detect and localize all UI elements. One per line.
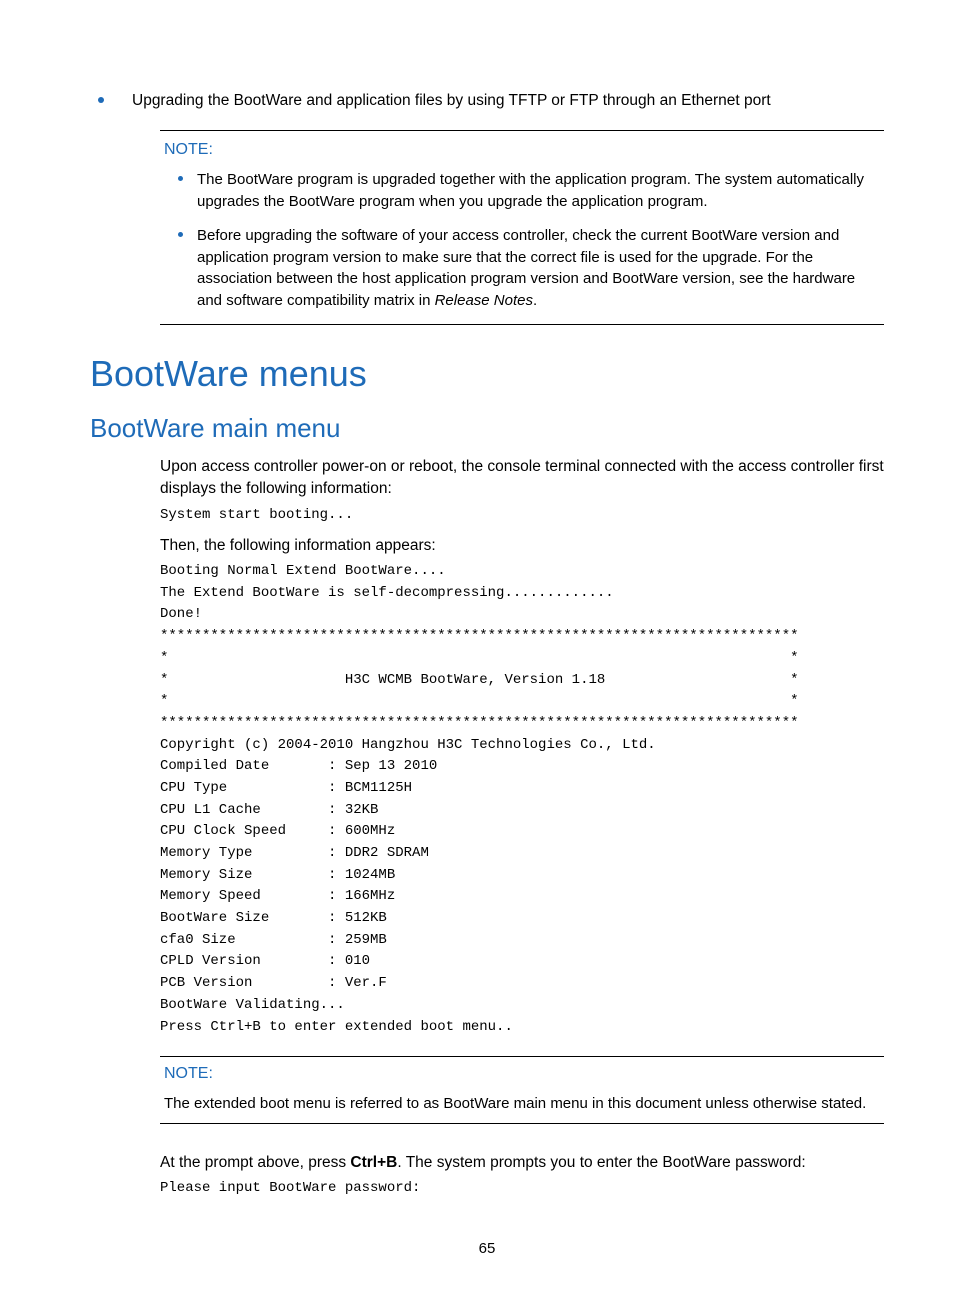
para-2: Then, the following information appears: (160, 535, 884, 557)
note-text-3: The extended boot menu is referred to as… (164, 1093, 884, 1115)
para-1: Upon access controller power-on or reboo… (160, 456, 884, 501)
note-text-1: The BootWare program is upgraded togethe… (197, 169, 884, 213)
page-number: 65 (90, 1240, 884, 1257)
para-3: At the prompt above, press Ctrl+B. The s… (160, 1152, 884, 1174)
console-output-2: Booting Normal Extend BootWare.... The E… (160, 561, 884, 1038)
note-label: NOTE: (164, 141, 884, 159)
note-bullet-1: The BootWare program is upgraded togethe… (160, 169, 884, 213)
bullet-icon (178, 176, 183, 181)
note-text-2: Before upgrading the software of your ac… (197, 225, 884, 312)
top-bullet-row: Upgrading the BootWare and application f… (90, 90, 884, 112)
bullet-icon (98, 97, 104, 103)
note-label-2: NOTE: (164, 1065, 884, 1083)
console-output-3: Please input BootWare password: (160, 1178, 884, 1200)
note-bullet-2: Before upgrading the software of your ac… (160, 225, 884, 312)
note-box-2: NOTE: The extended boot menu is referred… (160, 1056, 884, 1124)
para-3-post: . The system prompts you to enter the Bo… (397, 1154, 805, 1171)
heading-2: BootWare main menu (90, 413, 884, 444)
bullet-icon (178, 232, 183, 237)
para-3-pre: At the prompt above, press (160, 1154, 350, 1171)
document-page: Upgrading the BootWare and application f… (0, 0, 954, 1307)
top-bullet-text: Upgrading the BootWare and application f… (132, 90, 771, 112)
note-box-1: NOTE: The BootWare program is upgraded t… (160, 130, 884, 325)
release-notes-ref: Release Notes (435, 292, 533, 309)
ctrl-b-key: Ctrl+B (350, 1154, 397, 1171)
console-output-1: System start booting... (160, 505, 884, 527)
note-text-2b: . (533, 292, 537, 309)
heading-1: BootWare menus (90, 353, 884, 395)
